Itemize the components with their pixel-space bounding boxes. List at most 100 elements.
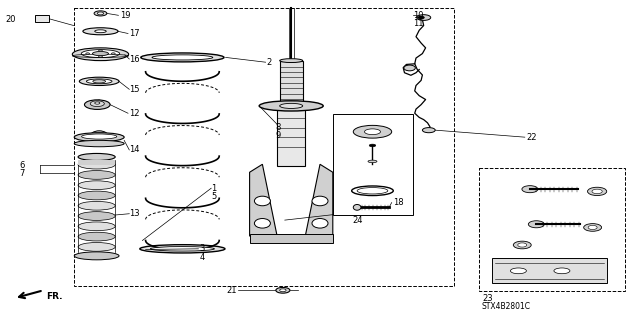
Ellipse shape (78, 232, 115, 241)
Text: 15: 15 (129, 85, 140, 94)
Text: 21: 21 (226, 286, 236, 295)
Ellipse shape (554, 268, 570, 274)
Ellipse shape (90, 131, 109, 144)
Ellipse shape (522, 186, 538, 193)
Ellipse shape (99, 56, 102, 57)
Text: 10: 10 (413, 11, 423, 20)
Ellipse shape (511, 268, 527, 274)
Text: 9: 9 (275, 131, 280, 140)
Text: 12: 12 (129, 109, 140, 118)
Ellipse shape (353, 125, 392, 138)
Ellipse shape (353, 204, 361, 210)
Ellipse shape (280, 103, 303, 108)
Ellipse shape (78, 201, 115, 210)
Bar (250, 234, 333, 243)
Ellipse shape (83, 28, 118, 35)
Text: 3: 3 (200, 244, 205, 253)
Bar (492, 258, 607, 283)
Ellipse shape (312, 219, 328, 228)
Ellipse shape (78, 212, 115, 220)
Text: STX4B2801C: STX4B2801C (481, 302, 531, 311)
Bar (479, 168, 625, 291)
Ellipse shape (78, 222, 115, 231)
Ellipse shape (94, 11, 107, 16)
Ellipse shape (422, 128, 435, 133)
Ellipse shape (78, 153, 115, 160)
Polygon shape (250, 164, 277, 236)
Ellipse shape (276, 287, 290, 293)
Ellipse shape (78, 181, 115, 189)
Ellipse shape (255, 196, 271, 206)
Ellipse shape (74, 252, 119, 260)
Text: 23: 23 (482, 294, 493, 303)
Text: 14: 14 (129, 145, 140, 154)
Text: 6: 6 (19, 161, 24, 170)
Ellipse shape (95, 30, 106, 33)
Ellipse shape (280, 289, 286, 292)
Ellipse shape (417, 15, 431, 20)
Ellipse shape (365, 129, 380, 135)
Text: 13: 13 (129, 209, 140, 218)
Ellipse shape (528, 221, 544, 228)
Text: 8: 8 (275, 123, 280, 132)
Text: 2: 2 (267, 58, 272, 67)
Ellipse shape (111, 53, 115, 54)
Ellipse shape (78, 160, 115, 169)
Text: 5: 5 (211, 192, 216, 201)
Bar (78, 160, 115, 165)
Ellipse shape (369, 144, 376, 147)
Bar (35, 15, 49, 22)
Ellipse shape (82, 134, 117, 139)
Ellipse shape (592, 189, 602, 194)
Text: 4: 4 (200, 253, 205, 262)
Text: 19: 19 (120, 11, 130, 20)
Text: 7: 7 (19, 169, 24, 178)
Ellipse shape (74, 140, 124, 147)
Ellipse shape (99, 50, 102, 52)
Ellipse shape (81, 49, 120, 57)
Bar (74, 8, 454, 286)
Ellipse shape (312, 196, 328, 206)
Bar (333, 114, 413, 215)
Polygon shape (305, 164, 333, 236)
Ellipse shape (518, 243, 527, 247)
Ellipse shape (78, 191, 115, 200)
Ellipse shape (368, 160, 377, 163)
Ellipse shape (74, 133, 124, 142)
Text: 24: 24 (352, 216, 362, 225)
Ellipse shape (152, 55, 212, 60)
Text: 1: 1 (211, 184, 216, 193)
Ellipse shape (93, 51, 109, 56)
Text: 22: 22 (526, 133, 536, 142)
Ellipse shape (97, 12, 104, 15)
Ellipse shape (86, 79, 112, 84)
Ellipse shape (78, 171, 115, 179)
Text: 16: 16 (129, 55, 140, 63)
Ellipse shape (90, 101, 104, 107)
Ellipse shape (588, 226, 597, 230)
Ellipse shape (140, 245, 225, 253)
Bar (277, 108, 305, 166)
Ellipse shape (259, 101, 323, 111)
Text: 11: 11 (413, 19, 423, 28)
Ellipse shape (357, 188, 388, 194)
Bar (280, 61, 303, 105)
Ellipse shape (86, 53, 90, 54)
Ellipse shape (513, 241, 531, 249)
Ellipse shape (93, 80, 106, 83)
Ellipse shape (588, 187, 607, 196)
Ellipse shape (78, 242, 115, 251)
Ellipse shape (418, 16, 424, 19)
Ellipse shape (150, 247, 214, 251)
Text: 20: 20 (5, 15, 15, 24)
Ellipse shape (280, 59, 303, 63)
Ellipse shape (404, 65, 415, 71)
Ellipse shape (141, 53, 224, 62)
Text: FR.: FR. (46, 292, 63, 300)
Ellipse shape (584, 224, 602, 231)
Text: 18: 18 (393, 198, 404, 207)
Ellipse shape (72, 48, 129, 61)
Ellipse shape (79, 77, 119, 85)
Ellipse shape (95, 102, 100, 104)
Ellipse shape (255, 219, 271, 228)
